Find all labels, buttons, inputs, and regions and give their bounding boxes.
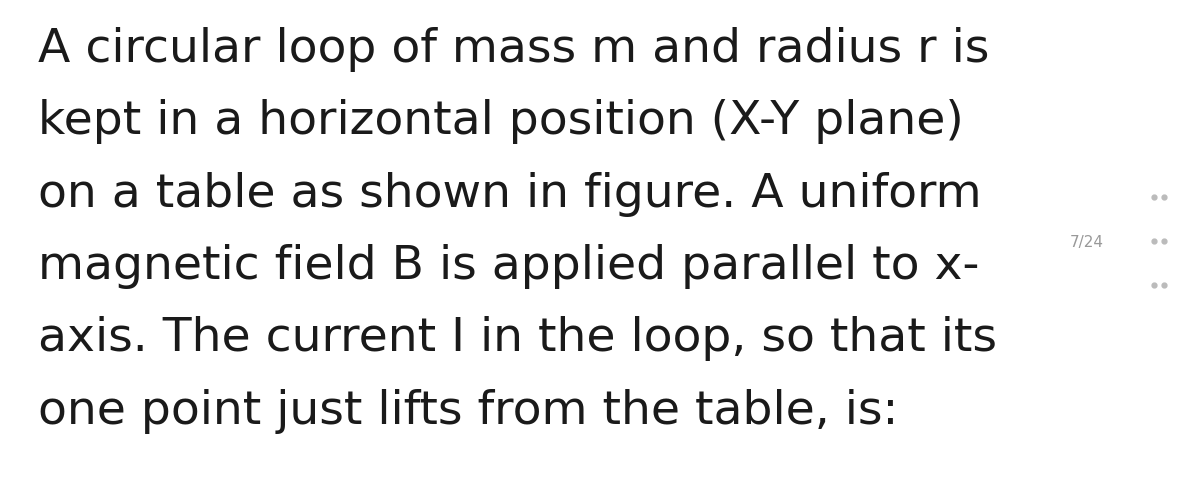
Text: magnetic field B is applied parallel to x-: magnetic field B is applied parallel to … [38,244,979,288]
Text: axis. The current I in the loop, so that its: axis. The current I in the loop, so that… [38,316,997,361]
Text: 7/24: 7/24 [1070,234,1104,249]
Text: on a table as shown in figure. A uniform: on a table as shown in figure. A uniform [38,171,982,216]
Text: one point just lifts from the table, is:: one point just lifts from the table, is: [38,388,899,433]
Text: A circular loop of mass m and radius r is: A circular loop of mass m and radius r i… [38,27,990,72]
Text: kept in a horizontal position (X-Y plane): kept in a horizontal position (X-Y plane… [38,99,964,144]
